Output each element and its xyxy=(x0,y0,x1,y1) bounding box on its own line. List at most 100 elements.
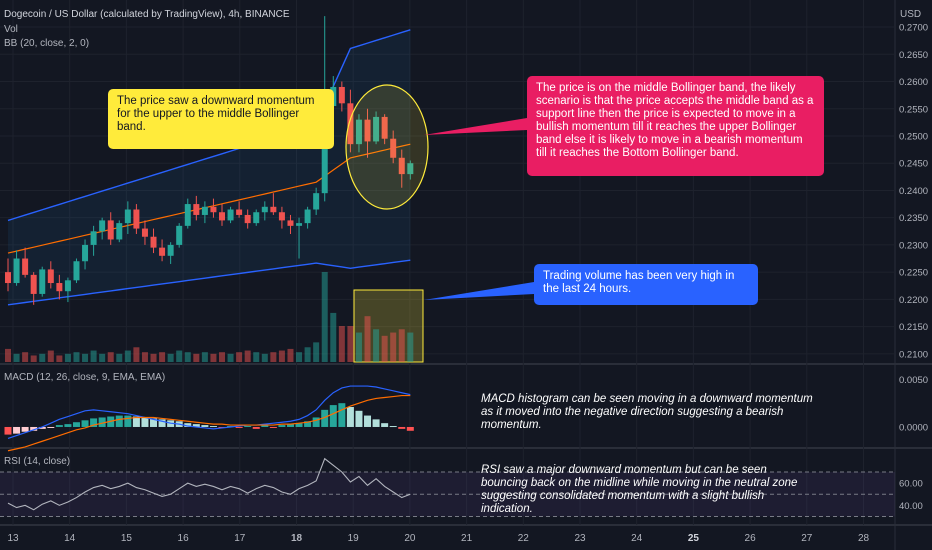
volume-bar xyxy=(176,350,183,362)
candle-body xyxy=(99,220,106,232)
candle-body xyxy=(13,258,20,284)
rsi-legend[interactable]: RSI (14, close) xyxy=(4,456,71,467)
candle-body xyxy=(407,163,414,175)
rsi-line xyxy=(7,457,411,511)
x-tick-label: 27 xyxy=(801,533,813,544)
price-highlight-ellipse xyxy=(345,84,429,210)
candle-body xyxy=(364,119,371,142)
y-tick-label: 0.2150 xyxy=(899,322,928,333)
volume-bar xyxy=(287,348,294,362)
red-callout-pointer xyxy=(424,118,527,135)
macd-histogram-bar xyxy=(184,423,192,427)
macd-histogram-bar xyxy=(141,417,149,427)
volume-bar xyxy=(201,352,208,362)
volume-bar xyxy=(278,350,285,362)
x-tick-label: 24 xyxy=(631,533,643,544)
candle-body xyxy=(141,228,148,237)
yellow-callout[interactable]: The price saw a downward momentum for th… xyxy=(108,89,334,149)
candle-body xyxy=(253,212,260,224)
candle-body xyxy=(347,103,354,145)
volume-bar xyxy=(124,350,131,362)
macd-histogram-bar xyxy=(364,415,372,427)
candle-body xyxy=(64,280,71,292)
candle-body xyxy=(167,244,174,256)
macd-histogram-bar xyxy=(90,418,98,427)
volume-bar xyxy=(253,352,260,362)
candle-body xyxy=(47,269,54,284)
candle-body xyxy=(124,209,131,224)
candle-body xyxy=(150,236,157,248)
macd-histogram-bar xyxy=(321,409,329,427)
macd-histogram-bar xyxy=(252,426,260,429)
x-tick-label: 19 xyxy=(348,533,360,544)
bollinger-legend[interactable]: BB (20, close, 2, 0) xyxy=(4,38,90,49)
candle-body xyxy=(73,261,80,281)
volume-bar xyxy=(39,353,46,362)
volume-bar xyxy=(210,353,217,362)
macd-histogram-bar xyxy=(346,407,354,427)
annotation-shapes[interactable] xyxy=(345,84,534,300)
macd-histogram-bar xyxy=(98,417,106,427)
volume-bar xyxy=(73,352,80,362)
y-tick-label: 0.2100 xyxy=(899,349,928,360)
volume-bar xyxy=(99,353,106,362)
macd-histogram-bar xyxy=(244,426,252,428)
y-tick-label: 0.2550 xyxy=(899,104,928,115)
macd-histogram-bar xyxy=(64,424,72,427)
macd-histogram-bar xyxy=(286,424,294,427)
y-tick-label: 0.2600 xyxy=(899,77,928,88)
candle-body xyxy=(90,231,97,245)
candle-body xyxy=(193,204,200,215)
volume-bar xyxy=(304,347,311,362)
rsi-note[interactable]: RSI saw a major downward momentum but ca… xyxy=(481,464,798,515)
macd-histogram-bar xyxy=(30,426,38,431)
macd-histogram-bar xyxy=(372,419,380,427)
macd-legend[interactable]: MACD (12, 26, close, 9, EMA, EMA) xyxy=(4,372,166,383)
candle-body xyxy=(5,272,11,284)
blue-callout[interactable]: Trading volume has been very high in the… xyxy=(534,264,758,305)
macd-histogram-bar xyxy=(192,424,200,427)
candle-body xyxy=(270,206,277,213)
volume-bar xyxy=(167,353,174,362)
candle-body xyxy=(107,220,114,240)
macd-histogram-bar xyxy=(329,405,337,427)
candlestick-series xyxy=(5,16,414,305)
candle-body xyxy=(398,157,405,175)
volume-bar xyxy=(150,353,157,362)
volume-bar xyxy=(338,326,345,362)
volume-bar xyxy=(22,352,29,362)
currency-label: USD xyxy=(900,9,922,20)
volume-bar xyxy=(184,352,191,362)
macd-note[interactable]: MACD histogram can be seen moving in a d… xyxy=(481,393,813,431)
candle-body xyxy=(313,193,320,210)
volume-bar xyxy=(47,350,54,362)
volume-bar xyxy=(133,347,140,362)
macd-histogram-bar xyxy=(72,422,80,427)
x-tick-label: 21 xyxy=(461,533,473,544)
x-tick-label: 25 xyxy=(688,533,700,544)
volume-bar xyxy=(13,353,20,362)
macd-histogram-bar xyxy=(355,410,363,427)
y-tick-label: 0.2400 xyxy=(899,186,928,197)
volume-bar xyxy=(193,353,200,362)
candle-body xyxy=(201,206,208,215)
volume-bar xyxy=(244,350,251,362)
candle-body xyxy=(278,212,285,221)
x-tick-label: 22 xyxy=(518,533,530,544)
y-tick-label: 0.2200 xyxy=(899,295,928,306)
symbol-title[interactable]: Dogecoin / US Dollar (calculated by Trad… xyxy=(4,9,290,20)
y-tick-label: 0.2500 xyxy=(899,131,928,142)
bollinger-basis-line xyxy=(7,143,411,254)
red-callout[interactable]: The price is on the middle Bollinger ban… xyxy=(527,76,824,176)
volume-bar xyxy=(141,352,148,362)
volume-bar xyxy=(347,326,354,362)
candle-body xyxy=(176,225,183,245)
volume-legend[interactable]: Vol xyxy=(4,24,18,35)
candle-body xyxy=(296,223,303,226)
macd-histogram-bar xyxy=(304,421,312,427)
candle-body xyxy=(355,119,362,145)
candle-body xyxy=(116,223,123,240)
volume-bar xyxy=(82,353,89,362)
macd-histogram-bar xyxy=(209,426,217,428)
volume-bar xyxy=(261,353,268,362)
